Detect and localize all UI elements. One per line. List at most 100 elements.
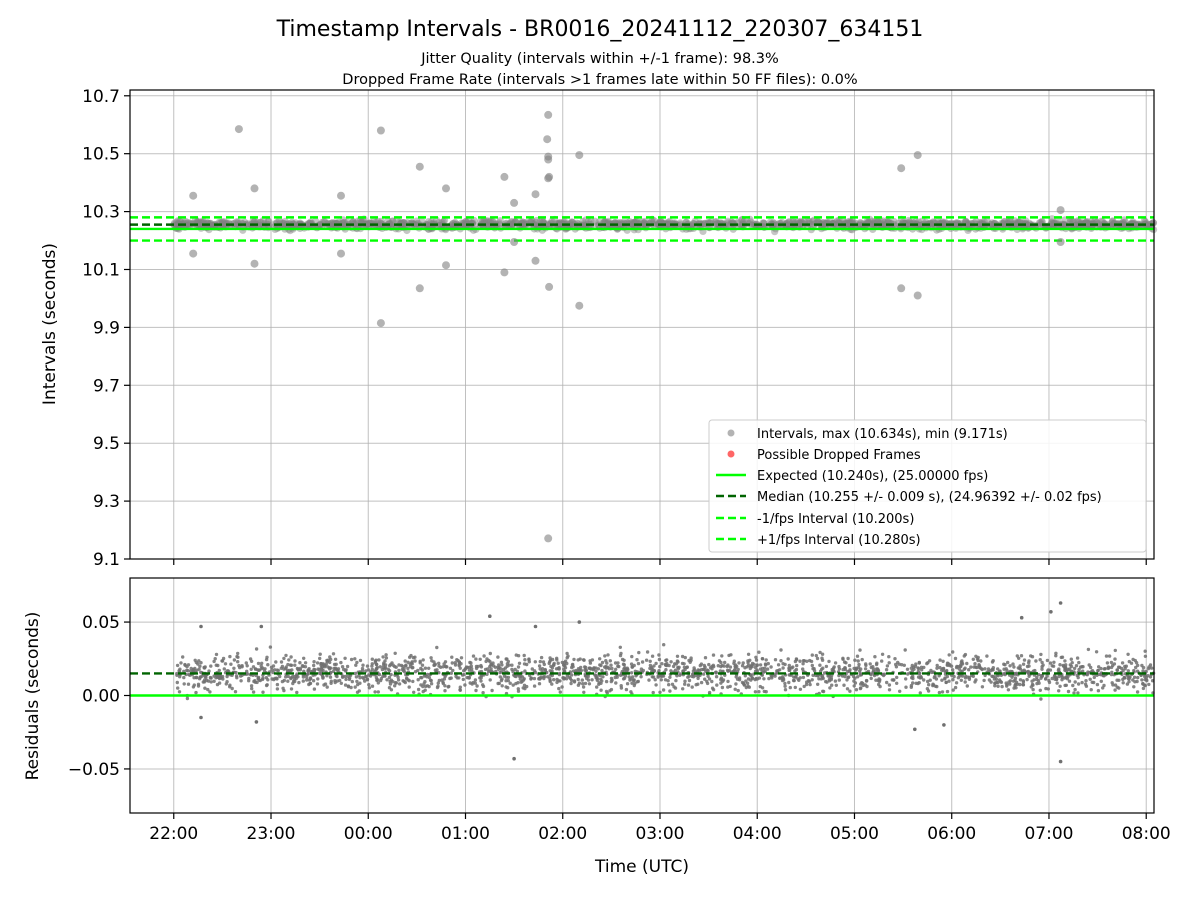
residual-point xyxy=(458,666,462,670)
residual-point xyxy=(1099,666,1103,671)
residual-point xyxy=(307,667,311,671)
residual-point xyxy=(261,690,265,694)
residual-point xyxy=(953,656,958,661)
residual-point xyxy=(385,678,389,682)
residual-point xyxy=(569,681,573,686)
residual-point xyxy=(887,683,892,687)
residual-point xyxy=(410,660,414,664)
interval-point xyxy=(1011,217,1019,225)
residual-point xyxy=(711,688,716,692)
residual-point xyxy=(435,685,440,690)
interval-point xyxy=(843,221,851,229)
residual-point xyxy=(787,668,791,673)
interval-point xyxy=(281,217,289,225)
interval-point xyxy=(250,217,259,225)
residual-point xyxy=(427,666,431,670)
residual-point xyxy=(562,667,566,671)
interval-point xyxy=(879,221,887,229)
legend-minus-fps-label: -1/fps Interval (10.200s) xyxy=(757,512,914,527)
residual-point xyxy=(1113,688,1117,692)
residual-outlier-point xyxy=(1058,759,1063,764)
residual-point xyxy=(808,658,812,663)
residual-point xyxy=(1015,680,1019,685)
residual-point xyxy=(940,678,944,682)
residual-point xyxy=(898,689,902,693)
residual-point xyxy=(590,678,594,682)
residual-point xyxy=(510,663,514,667)
residual-point xyxy=(824,679,828,684)
residual-point xyxy=(667,683,671,687)
residual-point xyxy=(538,659,542,664)
residual-point xyxy=(720,654,724,658)
interval-point xyxy=(398,221,407,229)
residual-outlier-point xyxy=(259,624,264,629)
residual-point xyxy=(962,667,966,671)
residual-point xyxy=(801,675,806,680)
residual-outlier-point xyxy=(199,624,203,629)
residual-point xyxy=(1005,683,1009,687)
interval-outlier-point xyxy=(897,164,906,173)
residual-point xyxy=(604,659,608,663)
residual-point xyxy=(278,674,282,679)
interval-point xyxy=(1001,221,1009,229)
residual-point xyxy=(317,667,321,672)
residual-point xyxy=(717,659,722,663)
residual-point xyxy=(802,659,807,663)
residual-point xyxy=(1117,686,1121,690)
interval-point xyxy=(316,221,324,229)
interval-point xyxy=(617,221,625,229)
residual-point xyxy=(192,676,196,680)
residual-point xyxy=(381,674,385,679)
interval-point xyxy=(881,221,889,229)
residual-point xyxy=(235,676,239,680)
residual-point xyxy=(357,689,361,693)
residual-point xyxy=(728,684,732,689)
residual-point xyxy=(769,665,773,669)
interval-point xyxy=(952,219,960,227)
residual-point xyxy=(300,664,305,668)
residual-point xyxy=(857,662,861,667)
residual-point xyxy=(358,676,362,680)
residual-point xyxy=(1058,663,1062,667)
residual-point xyxy=(555,656,559,660)
residual-point xyxy=(1054,654,1058,658)
residual-point xyxy=(516,665,521,669)
residual-point xyxy=(808,682,812,687)
residual-point xyxy=(229,662,233,666)
residual-point xyxy=(312,660,316,664)
residual-point xyxy=(991,659,995,663)
residual-point xyxy=(726,669,730,673)
interval-point xyxy=(1082,221,1090,229)
residual-point xyxy=(522,653,526,658)
residual-point xyxy=(244,661,248,665)
residual-point xyxy=(293,659,297,663)
residual-point xyxy=(286,674,290,679)
residual-point xyxy=(556,661,560,665)
interval-point xyxy=(329,220,337,228)
residual-point xyxy=(887,688,892,692)
interval-point xyxy=(934,217,942,225)
residual-point xyxy=(363,679,367,683)
residual-point xyxy=(284,653,288,658)
residual-point xyxy=(904,685,908,689)
residual-point xyxy=(797,678,801,682)
residual-point xyxy=(600,660,605,665)
residual-point xyxy=(560,685,564,689)
interval-point xyxy=(805,217,813,225)
residual-point xyxy=(319,662,323,666)
residual-point xyxy=(1126,652,1130,656)
residual-point xyxy=(332,666,336,671)
residual-point xyxy=(732,661,736,666)
residual-point xyxy=(605,691,609,695)
residual-point xyxy=(681,687,685,691)
residual-point xyxy=(224,682,228,686)
residual-point xyxy=(650,675,654,679)
residual-point xyxy=(571,662,575,667)
residual-point xyxy=(296,675,300,679)
residual-point xyxy=(370,657,374,661)
residual-point xyxy=(657,653,661,657)
residual-point xyxy=(673,668,678,672)
residual-point xyxy=(798,687,803,691)
residual-point xyxy=(711,653,716,657)
residual-point xyxy=(954,681,959,685)
